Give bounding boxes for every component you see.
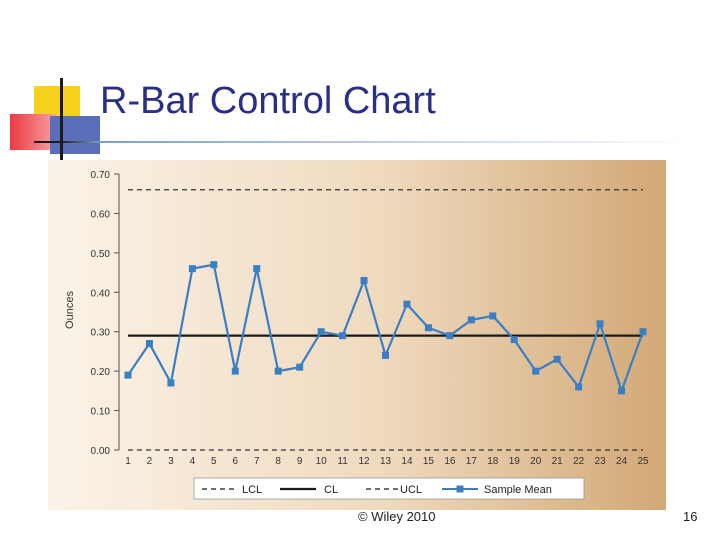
data-point bbox=[253, 265, 261, 273]
data-point bbox=[575, 383, 583, 391]
x-tick-label: 3 bbox=[168, 456, 174, 467]
legend-label: CL bbox=[324, 484, 338, 496]
data-point bbox=[510, 336, 518, 344]
x-tick-label: 18 bbox=[487, 456, 499, 467]
legend: LCL CL UCL Sample Mean bbox=[193, 477, 585, 500]
data-point bbox=[553, 355, 561, 363]
y-axis-label: Ounces bbox=[64, 291, 76, 329]
x-tick-label: 22 bbox=[573, 456, 585, 467]
page-number: 16 bbox=[683, 509, 698, 524]
x-tick-label: 4 bbox=[190, 456, 196, 467]
data-point bbox=[467, 316, 475, 324]
x-tick-label: 12 bbox=[358, 456, 370, 467]
y-tick-label: 0.70 bbox=[91, 170, 111, 181]
decor-vertical-line bbox=[60, 78, 63, 160]
x-tick-label: 9 bbox=[297, 456, 303, 467]
y-axis: 0.00 0.10 0.20 0.30 0.40 0.50 0.60 0.70 bbox=[91, 170, 120, 457]
x-tick-label: 23 bbox=[595, 456, 607, 467]
title-underline bbox=[34, 141, 694, 143]
x-tick-label: 11 bbox=[337, 456, 348, 467]
legend-label: UCL bbox=[400, 484, 422, 496]
data-point bbox=[446, 332, 454, 340]
x-tick-label: 24 bbox=[616, 456, 628, 467]
y-tick-label: 0.20 bbox=[91, 367, 111, 378]
data-point bbox=[317, 328, 325, 336]
legend-label: Sample Mean bbox=[484, 484, 552, 496]
y-tick-label: 0.30 bbox=[91, 328, 111, 339]
y-tick-label: 0.60 bbox=[91, 209, 111, 220]
data-point bbox=[360, 276, 368, 284]
data-point bbox=[210, 261, 218, 269]
x-tick-label: 1 bbox=[125, 456, 131, 467]
y-tick-label: 0.00 bbox=[91, 446, 111, 457]
x-tick-label: 15 bbox=[423, 456, 435, 467]
data-point bbox=[532, 367, 540, 375]
x-tick-label: 8 bbox=[275, 456, 281, 467]
data-point bbox=[274, 367, 282, 375]
slide-title: R-Bar Control Chart bbox=[100, 80, 436, 122]
x-tick-label: 16 bbox=[444, 456, 456, 467]
x-tick-label: 19 bbox=[509, 456, 521, 467]
decor-blue-square bbox=[50, 116, 100, 154]
control-limits bbox=[128, 189, 643, 451]
series-sample-mean bbox=[124, 261, 647, 395]
data-point bbox=[124, 371, 132, 379]
data-point bbox=[424, 324, 432, 332]
x-tick-label: 10 bbox=[316, 456, 328, 467]
data-point bbox=[145, 340, 153, 348]
y-tick-label: 0.10 bbox=[91, 407, 111, 418]
x-tick-label: 13 bbox=[380, 456, 392, 467]
control-chart: 0.000.100.200.300.400.500.600.70 Ounces … bbox=[48, 160, 666, 510]
data-point bbox=[618, 387, 626, 395]
x-axis: 1 2 3 4 5 6 7 8 9 10 11 12 13 14 15 16 17 18 19 20 21 22 23 24 2… bbox=[125, 456, 649, 467]
x-tick-label: 2 bbox=[147, 456, 153, 467]
data-point bbox=[489, 312, 497, 320]
data-point bbox=[403, 300, 411, 308]
data-point bbox=[167, 379, 175, 387]
legend-marker bbox=[456, 485, 464, 493]
x-tick-label: 14 bbox=[401, 456, 413, 467]
data-point bbox=[639, 328, 647, 336]
x-tick-label: 25 bbox=[637, 456, 649, 467]
data-point bbox=[296, 363, 304, 371]
y-tick-label: 0.40 bbox=[91, 288, 111, 299]
x-tick-label: 17 bbox=[466, 456, 478, 467]
legend-label: LCL bbox=[242, 484, 262, 496]
data-point bbox=[596, 320, 604, 328]
x-tick-label: 5 bbox=[211, 456, 217, 467]
data-point bbox=[339, 332, 347, 340]
data-point bbox=[382, 351, 389, 359]
x-tick-label: 21 bbox=[552, 456, 564, 467]
footer-copyright: © Wiley 2010 bbox=[358, 509, 436, 524]
decor-red-square bbox=[10, 114, 56, 150]
x-tick-label: 6 bbox=[233, 456, 239, 467]
x-tick-label: 20 bbox=[530, 456, 542, 467]
data-point bbox=[231, 367, 239, 375]
data-point bbox=[188, 265, 196, 273]
x-tick-label: 7 bbox=[254, 456, 260, 467]
y-tick-label: 0.50 bbox=[91, 249, 111, 260]
